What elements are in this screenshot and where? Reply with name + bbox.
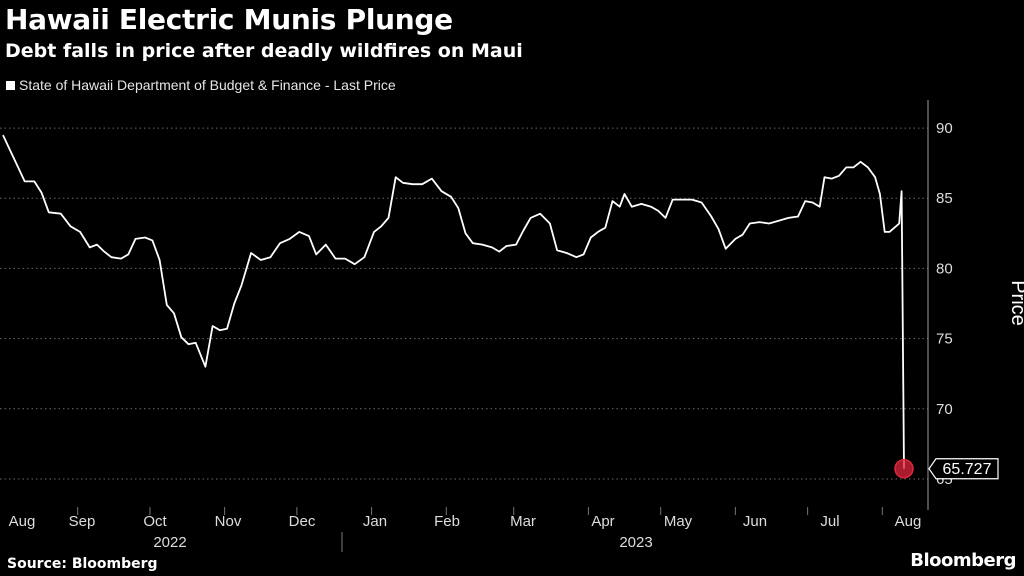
last-value-label: 65.727 — [943, 461, 992, 478]
x-tick-label: Mar — [510, 513, 536, 530]
y-axis-label: Price — [1007, 280, 1024, 326]
x-tick-label: Oct — [143, 513, 167, 530]
x-tick-label: Jan — [363, 513, 387, 530]
year-label: 2023 — [619, 534, 652, 551]
y-tick-label: 80 — [936, 260, 953, 277]
last-value-marker — [894, 458, 914, 479]
last-value-group: 65.727 — [894, 458, 999, 480]
bloomberg-logo: Bloomberg — [910, 550, 1016, 571]
chart-subtitle: Debt falls in price after deadly wildfir… — [5, 40, 523, 62]
x-tick-label: May — [664, 513, 693, 530]
series-line — [2, 134, 905, 469]
y-tick-label: 75 — [936, 331, 953, 348]
grid-lines — [0, 127, 928, 480]
x-tick-label: Sep — [69, 513, 96, 530]
last-value-badge — [928, 458, 999, 480]
source-note: Source: Bloomberg — [7, 556, 158, 572]
y-tick-label: 90 — [936, 120, 953, 137]
x-axis: Aug Sep Oct Nov Dec Jan Feb Mar Apr May Jun Jul Aug 2… — [9, 507, 922, 552]
chart-title: Hawaii Electric Munis Plunge — [5, 3, 453, 36]
year-label: 2022 — [153, 534, 186, 551]
x-tick-label: Aug — [895, 513, 922, 530]
series-group — [2, 134, 905, 469]
legend-swatch — [6, 80, 15, 90]
x-tick-label: Dec — [289, 513, 316, 530]
x-tick-label: Aug — [9, 513, 36, 530]
x-tick-label: Jun — [743, 513, 767, 530]
legend: State of Hawaii Department of Budget & F… — [6, 77, 396, 93]
x-tick-label: Apr — [591, 513, 614, 530]
x-tick-label: Jul — [820, 513, 839, 530]
y-tick-label: 70 — [936, 401, 953, 418]
x-tick-label: Nov — [215, 513, 242, 530]
legend-label: State of Hawaii Department of Budget & F… — [19, 77, 396, 93]
y-tick-label: 85 — [936, 190, 953, 207]
x-tick-label: Feb — [434, 513, 460, 530]
